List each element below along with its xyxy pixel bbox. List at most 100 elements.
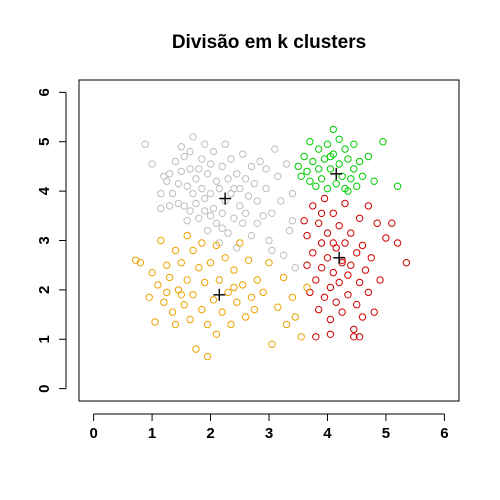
y-tick-label: 3 [36,236,53,244]
data-point [388,219,396,227]
data-point [350,140,358,148]
y-tick-label: 1 [36,335,53,343]
data-point [291,264,299,272]
x-tick-label: 5 [382,425,390,442]
data-point [288,293,297,301]
data-point [203,320,212,329]
data-point [277,197,285,205]
data-point [350,325,358,334]
data-point [239,150,247,158]
data-point [247,293,256,301]
data-point [317,175,326,183]
data-point [218,162,226,171]
data-point [186,207,194,215]
data-point [335,160,343,168]
data-point [239,281,247,289]
data-point [224,175,232,183]
data-point [145,293,153,301]
data-point [154,281,162,289]
data-point [241,209,250,218]
data-point [171,157,180,166]
data-point [358,172,367,181]
data-point [306,177,314,185]
data-point [227,320,235,329]
data-point [212,219,221,227]
data-point [168,189,177,198]
data-point [189,246,197,255]
data-point [361,266,370,274]
data-point [206,212,215,220]
data-point [303,167,311,176]
data-point [198,239,206,247]
data-point [209,147,218,156]
data-point [241,313,250,321]
data-point [262,165,270,173]
data-point [332,180,340,188]
data-point [329,239,337,247]
data-point [189,189,197,198]
data-point [183,231,191,240]
data-point [212,177,221,185]
data-point [320,194,329,203]
data-point [317,239,326,247]
data-point [177,291,186,299]
data-point [353,301,361,309]
data-point [206,189,215,198]
data-point [282,320,291,329]
y-tick-label: 4 [36,186,53,195]
data-point [215,184,224,193]
data-point [177,143,186,151]
x-axis: 0 1 2 3 4 5 6 [89,413,449,442]
data-point [355,333,364,341]
data-point [367,254,375,262]
centroid-layer [213,167,346,301]
data-point [329,209,337,218]
x-tick-label: 3 [265,425,273,442]
data-point [274,303,282,311]
data-point [250,305,259,314]
data-point [279,273,288,282]
data-point [338,172,346,181]
data-point [309,202,317,210]
data-point [171,246,180,255]
data-point [309,157,317,166]
data-point [203,226,212,235]
data-point [230,184,238,193]
data-point [291,313,299,321]
y-tick-label: 0 [36,384,53,392]
data-point [215,276,224,284]
data-point [364,152,373,161]
data-point [297,172,305,181]
data-point [180,152,188,161]
data-point [186,147,194,156]
data-point [382,234,390,242]
data-point [236,202,244,210]
x-tick-label: 0 [89,425,97,442]
data-point [355,278,364,287]
data-point [233,298,241,306]
data-point [315,165,323,173]
data-point [186,165,194,173]
data-point [157,189,165,198]
data-point [212,241,221,250]
data-point [253,219,261,227]
data-point [163,261,171,269]
data-point [165,273,174,282]
data-point [177,259,186,267]
data-point [165,170,174,178]
data-point [230,266,238,274]
data-point [233,170,241,178]
data-point [183,217,191,225]
data-point [195,214,203,223]
data-point [288,217,297,225]
data-point [224,229,232,237]
data-point [329,125,337,134]
data-point [203,170,212,178]
data-point [136,259,145,267]
data-point [241,175,250,183]
data-point [288,189,297,198]
data-point [271,145,279,153]
data-point [294,162,302,171]
data-point [160,298,168,306]
data-point [370,177,378,185]
